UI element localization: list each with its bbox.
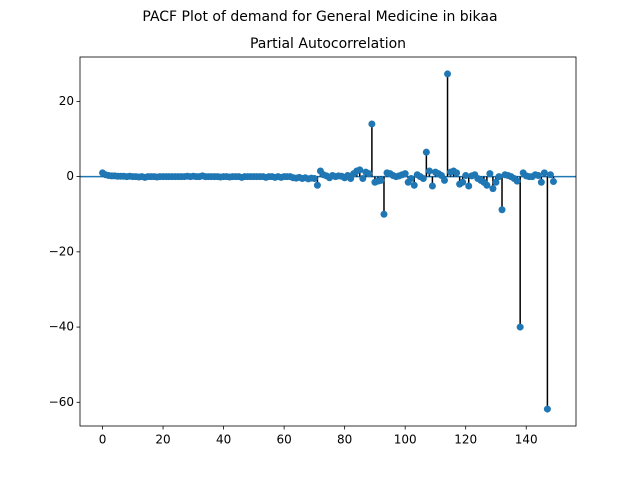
y-tick-label: 20 — [59, 94, 74, 108]
marker — [356, 166, 364, 174]
marker — [310, 174, 318, 182]
marker — [407, 174, 415, 182]
marker — [368, 120, 376, 128]
y-tick-label: 0 — [66, 169, 74, 183]
x-tick-label: 100 — [394, 433, 417, 447]
x-tick-label: 80 — [337, 433, 352, 447]
marker — [410, 181, 418, 189]
plot-frame — [79, 56, 577, 427]
x-tick-label: 120 — [454, 433, 477, 447]
marker — [540, 169, 548, 177]
marker — [495, 173, 503, 181]
marker — [459, 178, 467, 186]
marker — [401, 170, 409, 178]
marker — [513, 177, 521, 185]
marker — [546, 171, 554, 179]
suptitle: PACF Plot of demand for General Medicine… — [142, 9, 497, 25]
x-tick-label: 40 — [216, 433, 231, 447]
marker — [498, 206, 506, 214]
marker — [365, 170, 373, 178]
y-tick-label: −40 — [49, 320, 74, 334]
marker — [419, 174, 427, 182]
marker — [483, 181, 491, 189]
y-tick-label: −20 — [49, 244, 74, 258]
marker — [462, 171, 470, 179]
marker — [516, 323, 524, 331]
y-tick-label: −60 — [49, 395, 74, 409]
marker — [489, 185, 497, 193]
marker — [359, 174, 367, 182]
chart-title: Partial Autocorrelation — [250, 36, 406, 52]
marker — [492, 178, 500, 186]
marker — [534, 171, 542, 179]
x-tick-label: 20 — [155, 433, 170, 447]
marker — [441, 176, 449, 184]
marker — [380, 210, 388, 218]
marker — [537, 178, 545, 186]
x-tick-label: 0 — [99, 433, 107, 447]
x-tick-label: 140 — [515, 433, 538, 447]
x-tick-label: 60 — [276, 433, 291, 447]
marker — [486, 170, 494, 178]
marker — [465, 182, 473, 190]
marker — [543, 405, 551, 413]
marker — [428, 182, 436, 190]
marker — [422, 148, 430, 156]
marker — [377, 176, 385, 184]
marker — [453, 169, 461, 177]
marker — [425, 167, 433, 175]
marker — [444, 70, 452, 78]
marker — [549, 178, 557, 186]
marker — [313, 181, 321, 189]
